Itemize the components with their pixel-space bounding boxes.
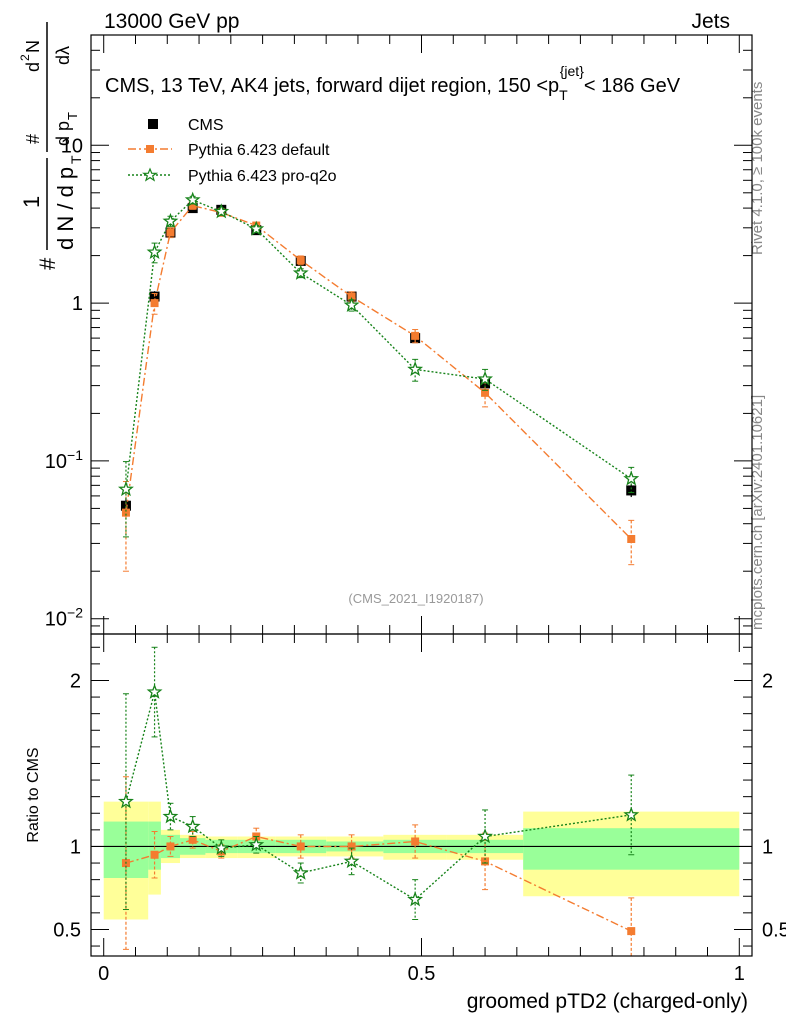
legend-marker-proq2o (141, 167, 159, 182)
ratio-default-point-8 (411, 837, 420, 846)
main-proq2o-line (125, 199, 632, 490)
main-ytick-label-exp-1: −1 (67, 447, 83, 463)
plot-title-superscript: {jet} (560, 63, 584, 79)
ratio-default-point-6 (296, 842, 305, 851)
main-proq2o-point-0 (118, 481, 134, 497)
plot-title: CMS, 13 TeV, AK4 jets, forward dijet reg… (105, 63, 681, 103)
ratio-default-point-2 (166, 842, 175, 851)
ratio-proq2o-point-9 (477, 828, 494, 844)
main-ytick-label-base-1: 10 (45, 451, 67, 473)
main-default-point-2 (166, 228, 175, 237)
main-proq2o-point-9 (477, 370, 494, 386)
main-proq2o-point-1 (146, 243, 163, 260)
main-proq2o-point-5 (248, 220, 265, 236)
main-default-point-0 (121, 508, 130, 517)
ratio-xtick-label-0: 0 (98, 963, 109, 985)
main-proq2o-point-6 (292, 264, 309, 280)
y-label-hash-2: # (23, 134, 43, 144)
x-axis-label: groomed pTD2 (charged-only) (467, 990, 748, 1013)
plot-title-subscript: T (559, 87, 568, 103)
legend-label-proq2o: Pythia 6.423 pro-q2o (188, 168, 337, 185)
main-proq2o-point-8 (407, 361, 424, 377)
main-proq2o-point-7 (343, 296, 360, 312)
ratio-xtick-label-2: 1 (734, 963, 745, 985)
ratio-default-point-9 (481, 857, 490, 866)
plot-title-main: CMS, 13 TeV, AK4 jets, forward dijet reg… (105, 75, 559, 97)
ratio-proq2o-point-4 (213, 839, 230, 855)
ratio-default-point-1 (150, 850, 159, 859)
ratio-default-point-7 (347, 842, 356, 851)
energy-label: 13000 GeV pp (104, 10, 239, 33)
ratio-proq2o-point-8 (407, 891, 424, 907)
main-default-point-7 (347, 292, 356, 301)
y-label-numerator-1: 1 (19, 196, 44, 208)
ratio-series-group (118, 646, 640, 956)
legend-marker-cms (148, 119, 158, 129)
main-proq2o-point-4 (213, 203, 230, 219)
main-cms-point-1 (149, 291, 160, 302)
ratio-proq2o-point-7 (343, 853, 360, 869)
ratio-proq2o-point-1 (146, 683, 163, 699)
main-cms-point-10 (626, 485, 637, 496)
ratio-default-point-10 (627, 927, 636, 936)
main-ytick-label-2: 1 (72, 293, 83, 315)
main-default-point-1 (150, 299, 159, 308)
ratio-ytick-label-left-2: 2 (70, 670, 81, 692)
y-label-superscript: 2 (18, 54, 32, 61)
y-label-dlambda: dλ (53, 46, 73, 65)
y-label-N: N (23, 40, 43, 53)
main-series-group (118, 191, 640, 572)
main-proq2o-point-10 (623, 470, 640, 486)
legend-marker-default (146, 145, 154, 153)
ratio-ytick-label-left-0: 0.5 (53, 919, 81, 941)
legend-label-default: Pythia 6.423 default (188, 142, 330, 159)
ratio-xtick-label-1: 0.5 (408, 963, 436, 985)
main-ytick-label-exp-0: −2 (67, 605, 83, 621)
main-default-point-6 (296, 256, 305, 265)
y-label-dp: d p (53, 121, 73, 146)
legend: CMS Pythia 6.423 default Pythia 6.423 pr… (128, 117, 337, 185)
ratio-y-axis-label: Ratio to CMS (25, 747, 42, 842)
plot-title-tail: < 186 GeV (584, 75, 681, 97)
main-ytick-label-0: 10−2 (45, 605, 83, 631)
ratio-proq2o-point-6 (292, 864, 309, 880)
ratio-proq2o-point-5 (248, 836, 265, 852)
legend-label-cms: CMS (188, 117, 224, 134)
ratio-proq2o-line (125, 691, 632, 901)
main-default-point-10 (627, 534, 636, 543)
main-proq2o-point-3 (184, 191, 201, 207)
y-label-subscript-2: T (65, 112, 80, 120)
main-ytick-label-base-0: 10 (45, 609, 67, 631)
main-proq2o-point-2 (162, 212, 179, 229)
main-ytick-label-3: 10 (61, 135, 83, 157)
main-default-point-3 (188, 201, 197, 210)
ratio-default-point-3 (188, 835, 197, 844)
y-label-d: d (23, 62, 43, 72)
mcplots-reference-label: mcplots.cern.ch [arXiv:2401.10621] (749, 395, 766, 630)
ratio-proq2o-point-2 (162, 808, 179, 824)
main-default-point-8 (411, 331, 420, 340)
ratio-proq2o-point-10 (623, 806, 640, 822)
ratio-proq2o-point-3 (184, 818, 201, 834)
ratio-proq2o-point-0 (118, 793, 134, 809)
y-label-hash-1: # (35, 257, 60, 270)
ratio-uncertainty-bands (103, 801, 740, 920)
main-default-line (125, 204, 632, 540)
ratio-ytick-label-left-1: 1 (70, 836, 81, 858)
main-y-axis-label: # 1 d N / d p T # d p T d 2 N dλ (18, 22, 84, 270)
rivet-version-label: Rivet 4.1.0, ≥ 100k events (749, 82, 766, 255)
ratio-panel-frame (90, 633, 753, 957)
main-default-point-9 (481, 388, 490, 397)
y-label-denominator-1: d N / d p (53, 167, 78, 250)
y-label-subscript-1: T (68, 155, 84, 164)
category-label: Jets (691, 10, 730, 33)
ratio-ytick-label-right-0: 0.5 (762, 919, 786, 941)
ratio-ytick-label-right-2: 2 (762, 670, 773, 692)
ratio-ytick-label-right-1: 1 (762, 836, 773, 858)
main-ytick-label-1: 10−1 (45, 447, 83, 473)
analysis-id-label: (CMS_2021_I1920187) (348, 591, 483, 606)
